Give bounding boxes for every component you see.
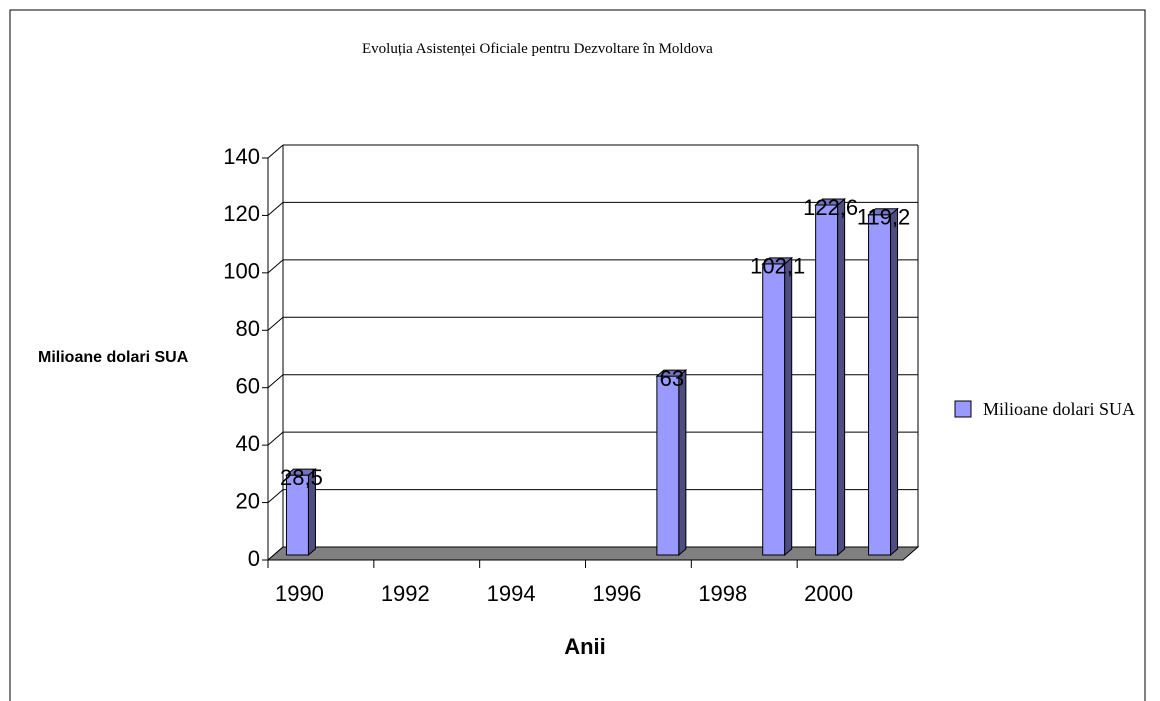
x-tick-label: 1992	[381, 581, 430, 606]
frame	[9, 9, 1146, 701]
legend-swatch	[954, 400, 972, 418]
y-axis-title: Milioane dolari SUA	[38, 349, 189, 366]
bar-front	[656, 375, 680, 556]
value-label: 63	[660, 366, 684, 391]
y-tick-label: 20	[236, 488, 260, 513]
grid-line	[267, 259, 284, 274]
bar-front	[815, 204, 839, 556]
legend-label: Milioane dolari SUA	[983, 399, 1135, 419]
bar-side	[837, 197, 846, 557]
value-label: 28,5	[280, 465, 323, 490]
bar-side	[678, 369, 687, 557]
chart-title: Evoluția Asistenței Oficiale pentru Dezv…	[362, 41, 713, 57]
y-tick-label: 80	[236, 316, 260, 341]
bar-top	[814, 198, 846, 206]
grid-line	[267, 374, 284, 389]
bar-top	[761, 257, 794, 265]
grid-line	[267, 144, 284, 159]
y-tick-label: 140	[223, 144, 260, 169]
x-tick-label: 1996	[592, 581, 641, 606]
bar	[814, 197, 846, 557]
value-label: 119,2	[857, 205, 910, 230]
x-axis-title: Anii	[564, 634, 606, 659]
bar	[285, 468, 317, 557]
bar	[867, 207, 899, 557]
bar-side	[784, 256, 793, 557]
grid-line	[267, 202, 284, 216]
y-tick-label: 100	[223, 259, 260, 284]
bar-top	[655, 369, 688, 377]
x-tick-label: 1990	[275, 581, 324, 606]
bar-front	[868, 214, 892, 556]
bar-front	[762, 263, 786, 556]
bar	[761, 256, 794, 557]
grid-line	[267, 489, 284, 503]
bar-top	[285, 468, 317, 476]
value-label: 102,1	[750, 254, 805, 279]
y-tick-label: 60	[236, 374, 260, 399]
bar	[655, 369, 688, 557]
x-tick-label: 1998	[698, 581, 747, 606]
bar-top	[867, 208, 899, 216]
y-tick-label: 40	[236, 431, 260, 456]
y-tick-label: 0	[248, 546, 260, 571]
grid-line	[267, 431, 284, 446]
x-tick-label: 2000	[804, 581, 853, 606]
x-tick-label: 1994	[487, 581, 536, 606]
y-tick-label: 120	[223, 201, 260, 226]
value-label: 122,6	[803, 195, 858, 220]
grid-line	[267, 316, 284, 331]
bar-side	[890, 207, 899, 557]
